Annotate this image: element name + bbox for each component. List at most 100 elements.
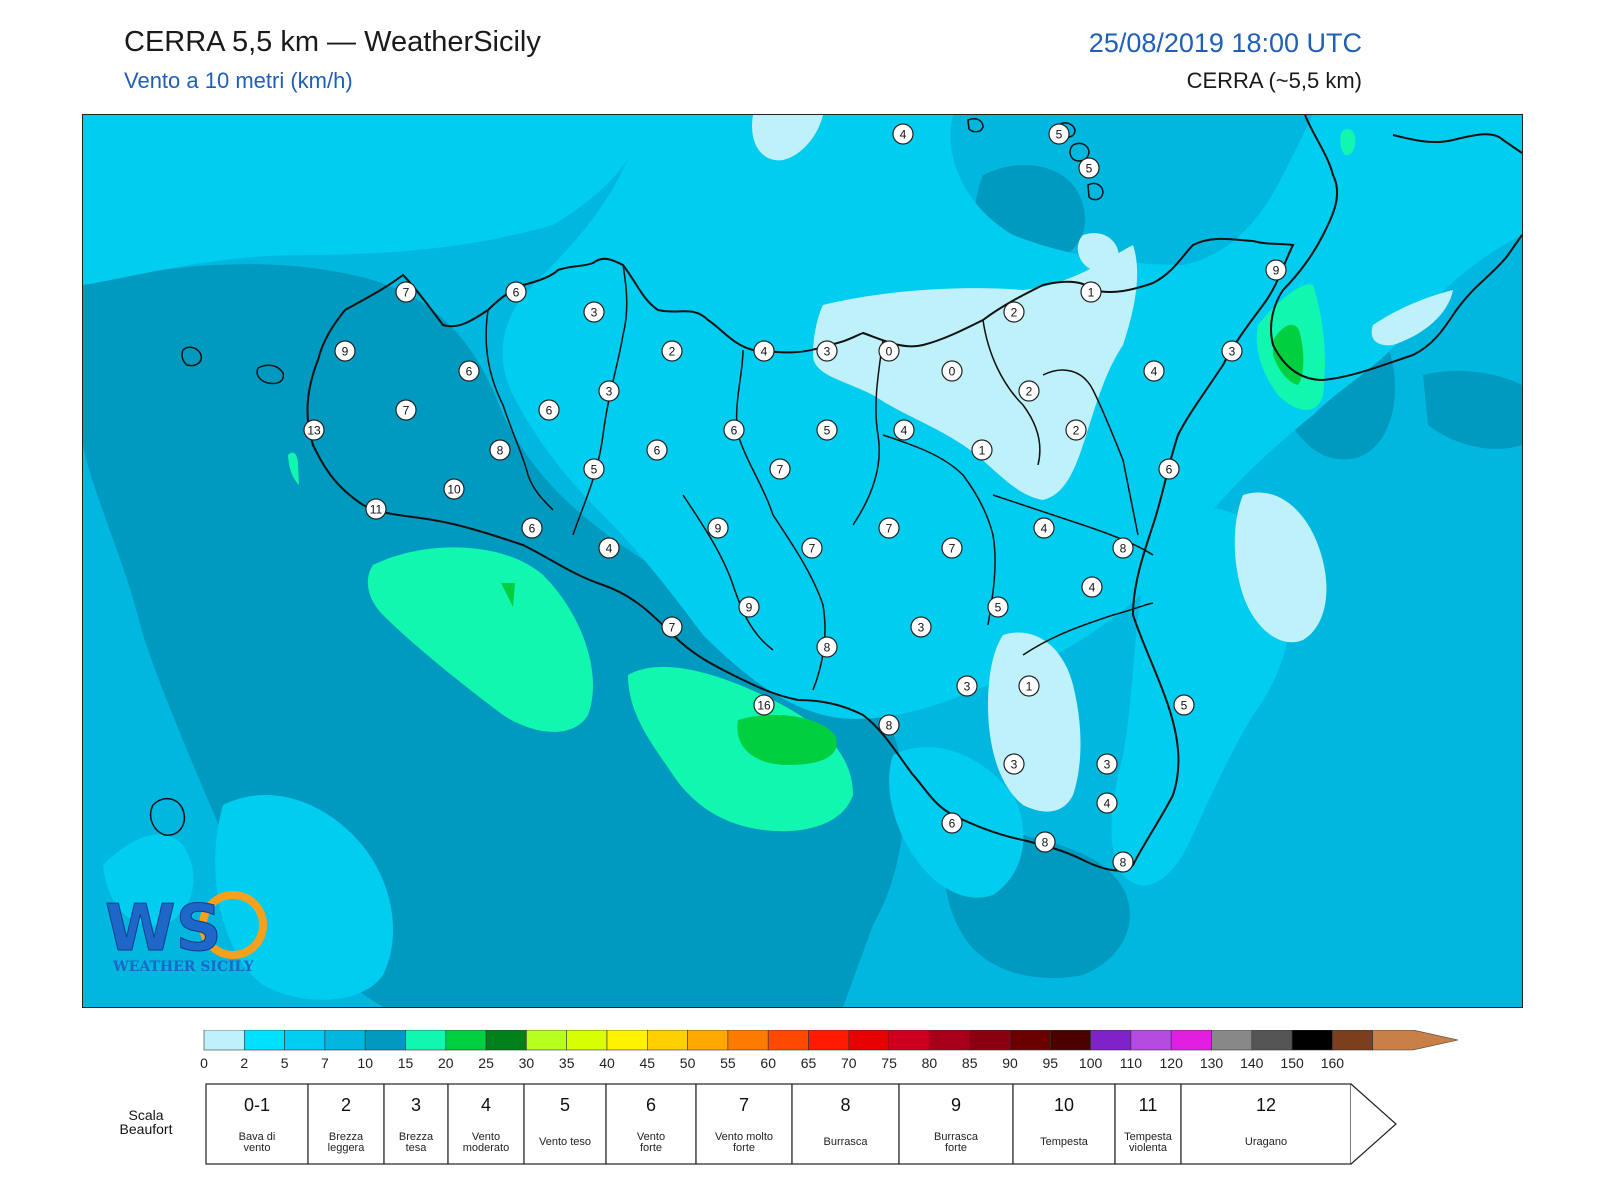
- beaufort-number: 10: [1054, 1095, 1074, 1115]
- station-value: 7: [669, 621, 676, 635]
- station-circle: [1048, 123, 1070, 145]
- station-circle: [489, 439, 511, 461]
- logo-swirl-icon: [199, 891, 267, 959]
- station-value: 13: [307, 424, 321, 438]
- colorbar-segment: [848, 1030, 890, 1051]
- station-value: 4: [1089, 581, 1096, 595]
- colorbar-tick-label: 75: [881, 1055, 897, 1071]
- station-marker: 3: [816, 340, 838, 362]
- station-value: 4: [606, 542, 613, 556]
- station-circle: [1065, 419, 1087, 441]
- station-value: 8: [497, 444, 504, 458]
- colorbar-tick-label: 160: [1321, 1055, 1345, 1071]
- beaufort-description: forte: [945, 1142, 967, 1154]
- beaufort-number: 11: [1139, 1095, 1158, 1115]
- station-marker: 4: [598, 537, 620, 559]
- beaufort-number: 7: [739, 1095, 749, 1115]
- station-circle: [458, 360, 480, 382]
- colorbar-tick-label: 70: [841, 1055, 857, 1071]
- station-marker: 4: [1096, 792, 1118, 814]
- station-circle: [941, 360, 963, 382]
- station-circle: [941, 537, 963, 559]
- beaufort-description: violenta: [1129, 1142, 1168, 1154]
- colorbar-segment: [445, 1030, 487, 1051]
- station-circle: [878, 517, 900, 539]
- colorbar-segment: [1291, 1030, 1333, 1051]
- colorbar-tick-label: 25: [478, 1055, 494, 1071]
- colorbar-tick-label: 55: [720, 1055, 736, 1071]
- station-value: 3: [1104, 758, 1111, 772]
- station-marker: 2: [661, 340, 683, 362]
- station-marker: 8: [878, 714, 900, 736]
- beaufort-description: moderato: [463, 1142, 509, 1154]
- colorbar: [203, 1030, 1459, 1051]
- station-value: 5: [824, 424, 831, 438]
- station-value: 4: [900, 128, 907, 142]
- beaufort-cell: 10 Tempesta: [1012, 1083, 1116, 1165]
- station-marker: 6: [458, 360, 480, 382]
- station-value: 7: [403, 286, 410, 300]
- station-value: 6: [513, 286, 520, 300]
- station-marker: 3: [598, 380, 620, 402]
- station-value: 7: [886, 522, 893, 536]
- station-value: 10: [447, 483, 461, 497]
- beaufort-number: 4: [481, 1095, 491, 1115]
- station-marker: 3: [583, 301, 605, 323]
- station-circle: [753, 694, 775, 716]
- station-marker: 3: [956, 675, 978, 697]
- station-marker: 0: [878, 340, 900, 362]
- station-value: 9: [715, 522, 722, 536]
- beaufort-description: Tempesta: [1124, 1131, 1173, 1143]
- station-value: 6: [654, 444, 661, 458]
- station-circle: [1034, 831, 1056, 853]
- station-value: 3: [591, 306, 598, 320]
- station-marker: 7: [395, 399, 417, 421]
- station-circle: [1143, 360, 1165, 382]
- station-value: 2: [1073, 424, 1080, 438]
- beaufort-description: Vento molto: [715, 1131, 773, 1143]
- station-circle: [443, 478, 465, 500]
- station-value: 4: [1104, 797, 1111, 811]
- wind-field-pale-east: [1234, 492, 1327, 643]
- station-marker: 1: [1080, 281, 1102, 303]
- station-circle: [1080, 281, 1102, 303]
- wind-field-mint-ne2: [1340, 128, 1356, 156]
- colorbar-segment: [767, 1030, 809, 1051]
- station-circle: [910, 616, 932, 638]
- colorbar-tick-label: 150: [1280, 1055, 1304, 1071]
- station-value: 7: [949, 542, 956, 556]
- colorbar-tick-label: 50: [680, 1055, 696, 1071]
- station-marker: 4: [1033, 517, 1055, 539]
- beaufort-number: 9: [951, 1095, 961, 1115]
- colorbar-tick-label: 130: [1200, 1055, 1224, 1071]
- station-value: 3: [824, 345, 831, 359]
- station-value: 8: [886, 719, 893, 733]
- station-circle: [1173, 694, 1195, 716]
- station-circle: [303, 419, 325, 441]
- colorbar-tick-label: 100: [1079, 1055, 1103, 1071]
- station-circle: [1112, 537, 1134, 559]
- colorbar-segment: [1050, 1030, 1091, 1051]
- station-circle: [801, 537, 823, 559]
- station-circle: [583, 458, 605, 480]
- colorbar-tick-label: 80: [922, 1055, 938, 1071]
- station-marker: 2: [1003, 301, 1025, 323]
- station-circle: [738, 596, 760, 618]
- colorbar-ticks: 0 2 5 7 10 15 20 25 30 35 40 45 50 55 60 65 70 75 80 85 90 95…: [200, 1055, 1344, 1071]
- station-marker: 8: [1034, 831, 1056, 853]
- beaufort-description: Vento teso: [539, 1136, 591, 1148]
- station-marker: 4: [753, 340, 775, 362]
- station-marker: 9: [707, 517, 729, 539]
- station-value: 4: [1041, 522, 1048, 536]
- station-circle: [1158, 458, 1180, 480]
- station-circle: [1112, 851, 1134, 873]
- station-marker: 4: [893, 419, 915, 441]
- colorbar-tick-label: 65: [801, 1055, 817, 1071]
- station-marker: 3: [1096, 753, 1118, 775]
- colorbar-segment: [1009, 1030, 1051, 1051]
- wind-field-pale-center: [813, 245, 1138, 500]
- colorbar-segment: [284, 1030, 326, 1051]
